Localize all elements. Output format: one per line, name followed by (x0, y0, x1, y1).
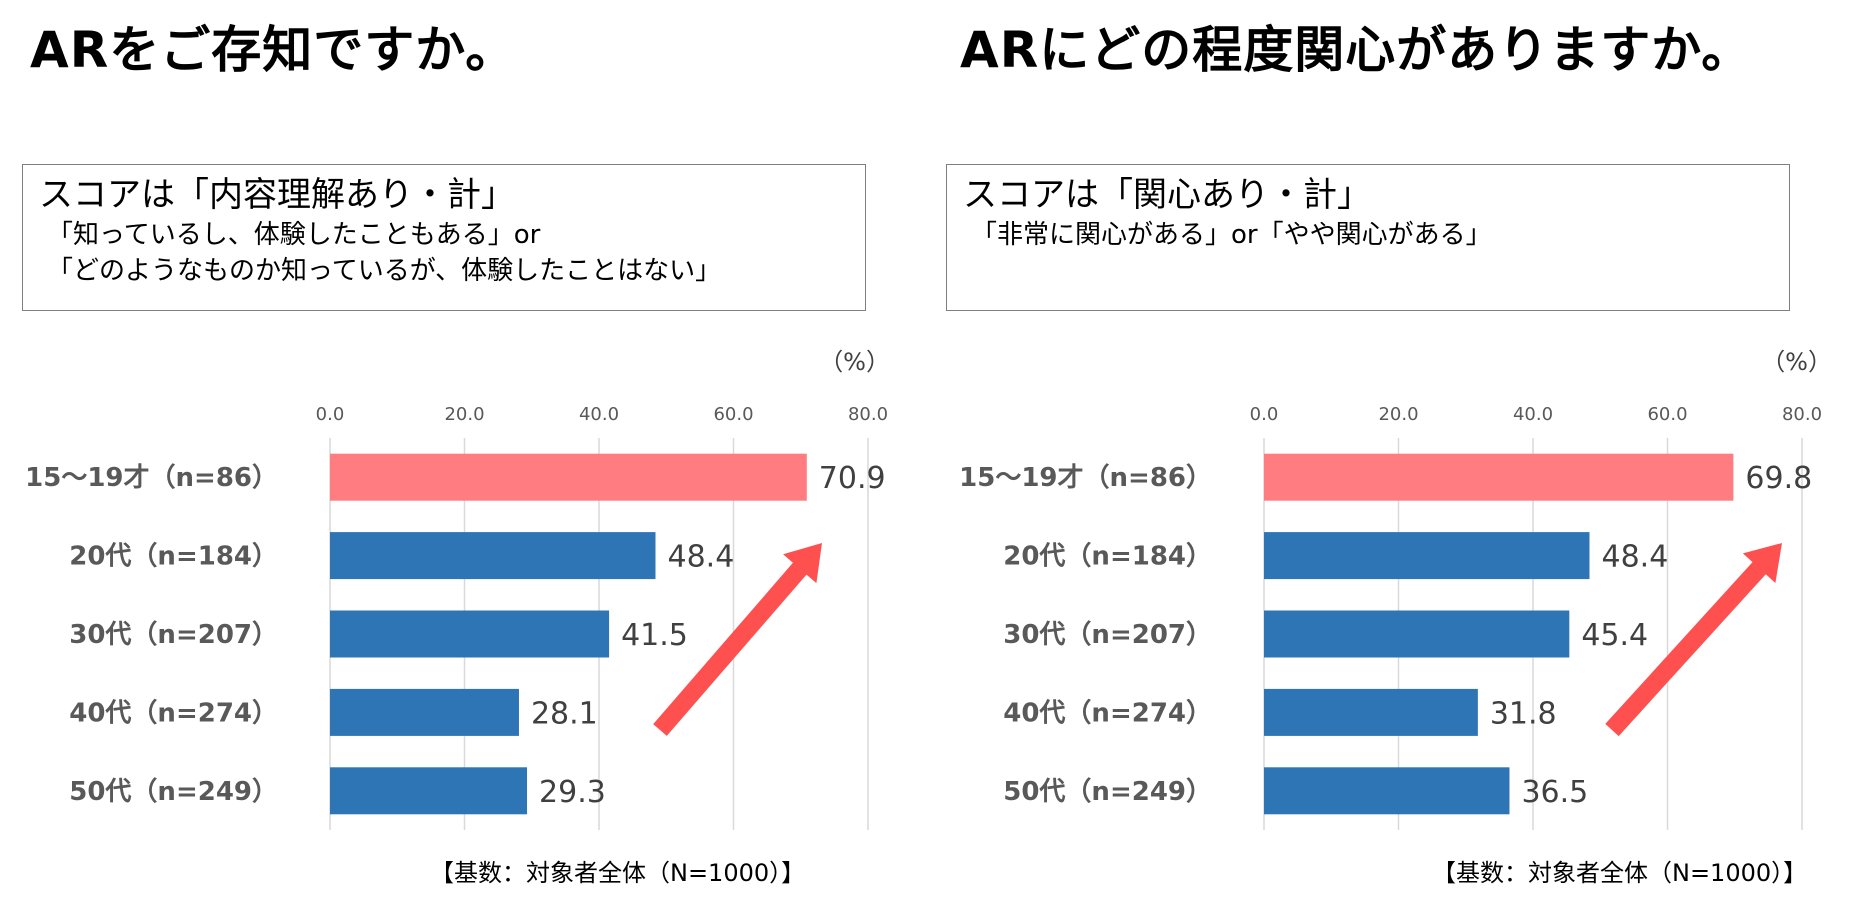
right-panel: ARにどの程度関心がありますか。 スコアは「関心あり・計」 「非常に関心がある」… (924, 0, 1848, 901)
left-tick-label: 80.0 (848, 404, 888, 425)
left-category-label: 30代（n=207） (69, 620, 278, 650)
left-tick-label: 40.0 (579, 404, 619, 425)
right-tick-label: 80.0 (1782, 404, 1822, 425)
right-bar (1264, 532, 1590, 580)
right-category-label: 30代（n=207） (1003, 620, 1212, 650)
left-panel: ARをご存知ですか。 スコアは「内容理解あり・計」 「知っているし、体験したこと… (0, 0, 924, 901)
right-value-label: 48.4 (1601, 540, 1668, 575)
left-category-label: 20代（n=184） (69, 542, 278, 572)
left-note-line-2: 「どのようなものか知っているが、体験したことはない」 (47, 256, 722, 286)
right-unit-label: （%） (1761, 348, 1832, 376)
left-bar (330, 767, 528, 815)
left-tick-label: 60.0 (713, 404, 753, 425)
left-bar (330, 453, 807, 501)
left-category-label: 50代（n=249） (69, 777, 278, 807)
left-value-label: 41.5 (621, 618, 688, 653)
right-value-label: 36.5 (1521, 775, 1588, 810)
left-bar (330, 688, 519, 736)
left-category-label: 15〜19才（n=86） (25, 463, 278, 493)
right-tick-label: 20.0 (1378, 404, 1418, 425)
right-category-label: 50代（n=249） (1003, 777, 1212, 807)
right-bar (1264, 610, 1570, 658)
right-tick-label: 60.0 (1647, 404, 1687, 425)
left-note-box: スコアは「内容理解あり・計」 「知っているし、体験したこともある」or 「どのよ… (22, 164, 866, 311)
right-title: ARにどの程度関心がありますか。 (960, 21, 1753, 79)
right-note-box: スコアは「関心あり・計」 「非常に関心がある」or「やや関心がある」 (946, 164, 1790, 311)
right-tick-label: 0.0 (1250, 404, 1279, 425)
right-arrow-shape (1605, 543, 1782, 737)
right-bar (1264, 453, 1734, 501)
left-value-label: 70.9 (819, 461, 886, 496)
left-bar-chart: 0.0 20.0 40.0 60.0 80.0 70.9 15〜19才（n=86） 48.4 2… (25, 404, 888, 830)
right-note-line-1: 「非常に関心がある」or「やや関心がある」 (971, 220, 1492, 250)
right-tick-label: 40.0 (1513, 404, 1553, 425)
right-category-label: 40代（n=274） (1003, 698, 1212, 728)
left-trend-arrow (653, 543, 822, 736)
right-value-label: 69.8 (1745, 461, 1812, 496)
left-category-label: 40代（n=274） (69, 698, 278, 728)
right-trend-arrow (1605, 543, 1782, 737)
left-note-head: スコアは「内容理解あり・計」 (39, 175, 515, 215)
left-value-label: 29.3 (539, 775, 606, 810)
left-unit-label: （%） (819, 348, 890, 376)
right-note-head: スコアは「関心あり・計」 (963, 175, 1371, 215)
left-note-line-1: 「知っているし、体験したこともある」or (47, 220, 541, 250)
left-bar (330, 532, 656, 580)
left-tick-label: 0.0 (316, 404, 345, 425)
left-value-label: 48.4 (667, 540, 734, 575)
left-value-label: 28.1 (531, 696, 598, 731)
left-tick-label: 20.0 (444, 404, 484, 425)
right-value-label: 31.8 (1490, 696, 1557, 731)
right-category-label: 20代（n=184） (1003, 542, 1212, 572)
right-base-note: 【基数：対象者全体（N=1000）】 (1432, 859, 1808, 887)
right-value-label: 45.4 (1581, 618, 1648, 653)
right-bar (1264, 767, 1510, 815)
left-base-note: 【基数：対象者全体（N=1000）】 (430, 859, 806, 887)
left-title: ARをご存知ですか。 (30, 21, 517, 79)
right-category-label: 15〜19才（n=86） (959, 463, 1212, 493)
right-bar-chart: 0.0 20.0 40.0 60.0 80.0 69.8 15〜19才（n=86） 48.4 2… (959, 404, 1822, 830)
left-bar (330, 610, 610, 658)
right-bar (1264, 688, 1478, 736)
left-arrow-shape (653, 543, 822, 736)
